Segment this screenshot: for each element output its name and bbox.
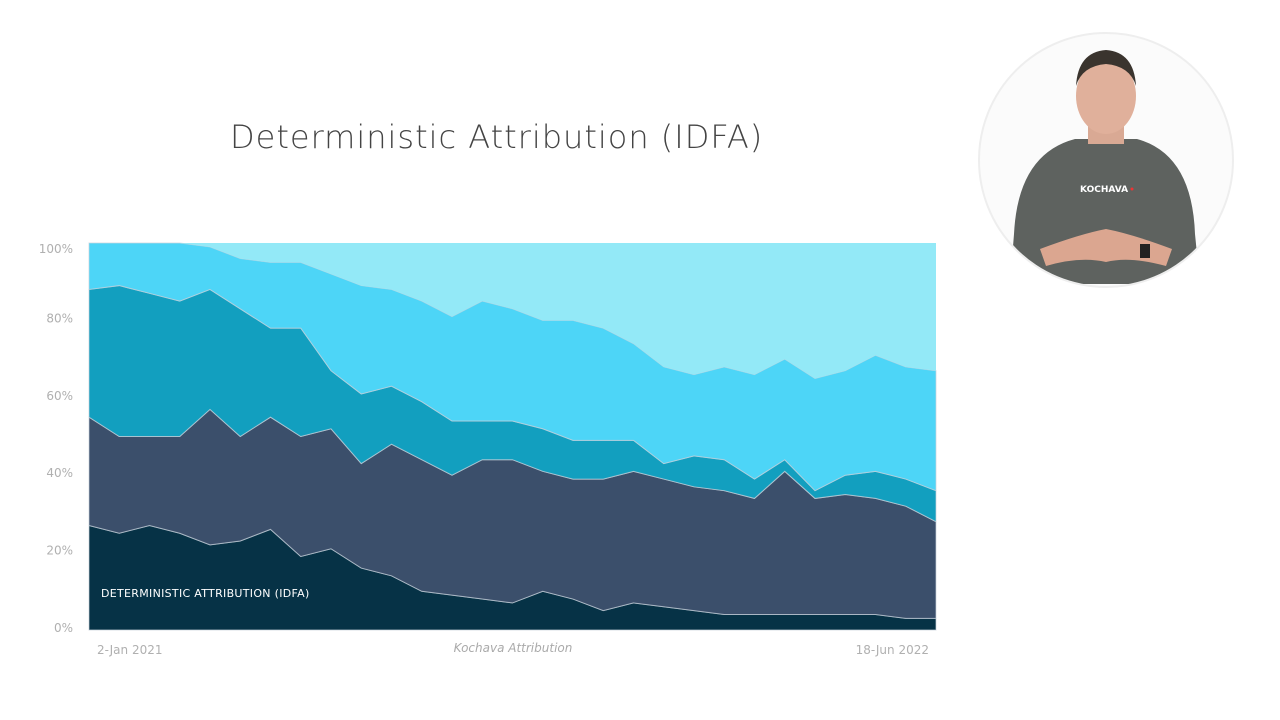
y-tick-label: 0% xyxy=(54,621,73,635)
y-tick-label: 20% xyxy=(46,544,73,558)
y-tick-label: 100% xyxy=(39,242,73,256)
presenter-image: KOCHAVA xyxy=(1010,50,1200,284)
y-tick-label: 80% xyxy=(46,311,73,325)
y-tick-label: 60% xyxy=(46,389,73,403)
slide-title: Deterministic Attribution (IDFA) xyxy=(230,118,764,156)
inline-series-label: DETERMINISTIC ATTRIBUTION (IDFA) xyxy=(101,587,310,600)
x-tick-end: 18-Jun 2022 xyxy=(856,643,929,657)
x-tick-start: 2-Jan 2021 xyxy=(97,643,162,657)
shirt-logo: KOCHAVA xyxy=(1080,185,1128,195)
chart-source: Kochava Attribution xyxy=(454,641,573,655)
y-tick-label: 40% xyxy=(46,466,73,480)
area-series-5 xyxy=(89,243,936,379)
presenter-video: KOCHAVA xyxy=(978,32,1234,288)
